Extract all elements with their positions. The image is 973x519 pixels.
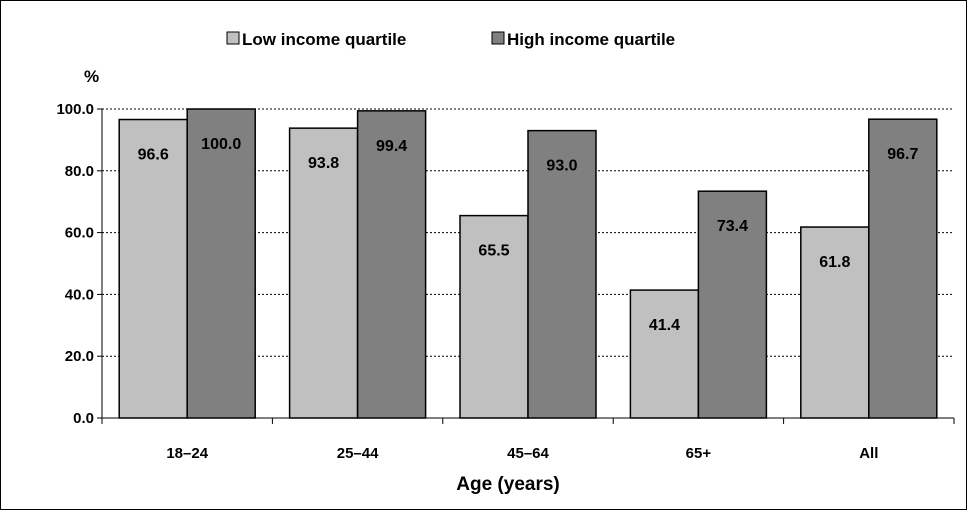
legend-label-low-income: Low income quartile [242, 30, 406, 49]
bar-low-4 [800, 226, 870, 419]
category-labels: 18–24 25–44 45–64 65+ All [166, 445, 878, 462]
legend-swatch-low-income [226, 31, 240, 45]
bar-high-4 [868, 118, 938, 419]
data-label: 93.0 [546, 158, 577, 175]
data-label: 73.4 [717, 218, 748, 235]
y-unit-label: % [84, 67, 99, 86]
y-tick-label: 40.0 [65, 286, 94, 303]
x-axis [101, 417, 955, 424]
y-tick-label: 80.0 [65, 163, 94, 180]
bar-high-1 [356, 110, 427, 419]
data-label: 99.4 [376, 138, 407, 155]
legend-swatch-high-income [491, 31, 505, 45]
bar-low-1 [288, 127, 359, 419]
data-label: 100.0 [201, 136, 241, 153]
y-tick-label: 0.0 [73, 410, 94, 427]
legend: Low income quartile High income quartile [226, 30, 675, 49]
legend-label-high-income: High income quartile [507, 30, 675, 49]
y-tick-label: 20.0 [65, 348, 94, 365]
bar-low-3 [629, 289, 700, 419]
x-category-label: 18–24 [166, 445, 208, 462]
data-label: 41.4 [649, 317, 680, 334]
x-category-label: All [859, 445, 878, 462]
y-tick-label: 60.0 [65, 225, 94, 242]
data-label: 65.5 [478, 243, 509, 260]
y-axis-ticks: 0.0 20.0 40.0 60.0 80.0 100.0 [56, 101, 103, 427]
data-label: 61.8 [819, 254, 850, 271]
x-category-label: 25–44 [337, 445, 379, 462]
y-tick-label: 100.0 [56, 101, 94, 118]
data-label: 96.6 [138, 147, 169, 164]
bar-low-0 [118, 118, 188, 419]
x-category-label: 45–64 [507, 445, 549, 462]
bar-high-0 [186, 108, 256, 419]
value-labels: 96.6 93.8 65.5 41.4 61.8 100.0 99.4 93.0 73.4 96.… [138, 136, 919, 334]
data-label: 96.7 [887, 146, 918, 163]
x-category-label: 65+ [686, 445, 712, 462]
data-label: 93.8 [308, 155, 339, 172]
x-axis-title: Age (years) [456, 474, 560, 495]
bar-low-2 [459, 214, 529, 419]
